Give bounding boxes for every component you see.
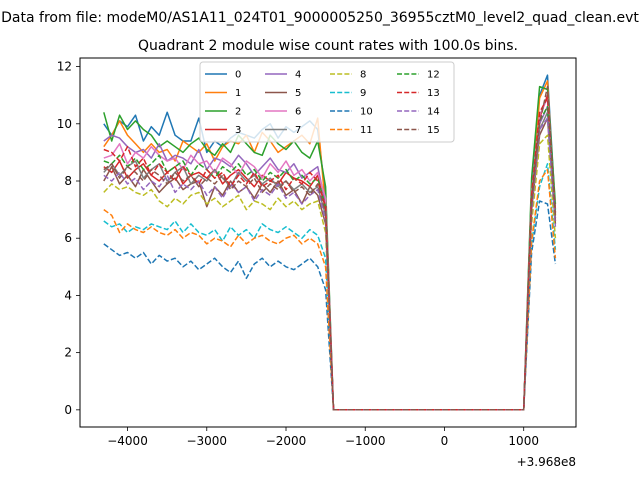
x-tick-label: −4000 [107,434,148,448]
legend-label-13: 13 [427,88,440,99]
series-layer [103,74,557,411]
legend-label-7: 7 [295,125,301,136]
legend-label-8: 8 [360,70,366,81]
y-tick-label: 2 [64,346,72,360]
y-tick-label: 12 [57,60,72,74]
legend-label-15: 15 [427,125,440,136]
legend-label-1: 1 [235,88,241,99]
y-tick-label: 4 [64,288,72,302]
x-tick-label: 1000 [508,434,539,448]
x-tick-label: 0 [441,434,449,448]
legend-label-12: 12 [427,70,440,81]
legend-label-5: 5 [295,88,301,99]
series-line-15 [103,85,557,411]
legend-label-9: 9 [360,88,366,99]
series-line-11 [103,168,557,411]
y-tick-label: 0 [64,403,72,417]
legend-label-14: 14 [427,107,440,118]
legend-label-3: 3 [235,125,241,136]
legend-label-6: 6 [295,107,301,118]
legend-label-10: 10 [360,107,373,118]
x-axis-offset-label: +3.968e8 [517,455,576,469]
x-tick-label: −2000 [266,434,307,448]
axes-frame [79,57,577,428]
y-axis-ticks: 0 2 4 6 8 10 12 [57,60,80,417]
y-tick-label: 6 [64,231,72,245]
legend-label-2: 2 [235,107,241,118]
x-axis-ticks: −4000 −3000 −2000 −1000 0 1000 [107,427,539,448]
figure-suptitle: Data from file: modeM0/AS1A11_024T01_900… [1,10,639,26]
legend-frame [199,61,455,143]
x-tick-label: −1000 [345,434,386,448]
legend-label-4: 4 [295,70,301,81]
chart-title: Quadrant 2 module wise count rates with … [138,38,518,54]
x-tick-label: −3000 [186,434,227,448]
y-tick-label: 8 [64,174,72,188]
legend-label-0: 0 [235,70,241,81]
series-line-10 [103,200,557,411]
y-tick-label: 10 [57,117,72,131]
legend-label-11: 11 [360,125,373,136]
